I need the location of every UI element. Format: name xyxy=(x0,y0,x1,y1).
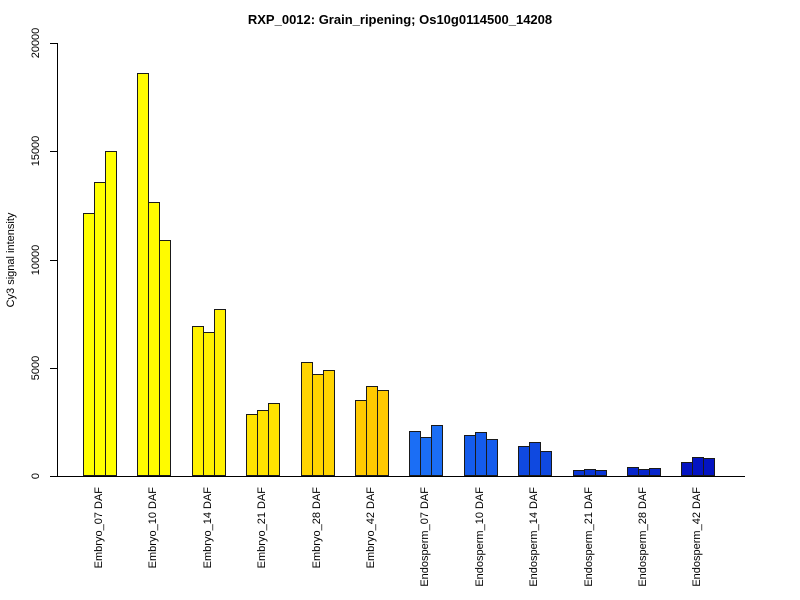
x-tick-label: Embryo_14 DAF xyxy=(201,487,214,569)
x-tick-label: Embryo_21 DAF xyxy=(256,487,269,569)
x-tick-label: Endosperm_28 DAF xyxy=(637,487,649,587)
bar xyxy=(322,370,335,476)
x-tick-label: Embryo_28 DAF xyxy=(310,487,323,569)
y-axis-tick xyxy=(50,259,57,261)
y-axis-tick xyxy=(50,367,57,369)
y-axis-tick xyxy=(50,151,57,153)
y-axis-line xyxy=(57,43,58,477)
bar xyxy=(485,439,498,476)
bar xyxy=(594,470,607,476)
y-axis-label: Cy3 signal intensity xyxy=(5,212,17,308)
y-axis-tick xyxy=(50,476,57,477)
x-tick-label: Endosperm_10 DAF xyxy=(473,487,486,587)
x-tick-label: Endosperm_21 DAF xyxy=(582,487,595,587)
bar xyxy=(703,458,716,476)
y-tick-label: 5000 xyxy=(30,355,42,380)
bar xyxy=(377,390,389,476)
bar xyxy=(213,309,226,476)
y-tick-label: 10000 xyxy=(30,244,42,275)
x-axis-line xyxy=(57,476,745,477)
bar xyxy=(268,403,281,476)
y-tick-label: 20000 xyxy=(30,27,42,59)
x-tick-label: Endosperm_07 DAF xyxy=(419,487,432,587)
y-axis-tick xyxy=(50,43,57,44)
bar xyxy=(431,425,444,476)
x-tick-label: Embryo_10 DAF xyxy=(147,487,160,569)
bar xyxy=(105,151,117,476)
y-tick-label: 0 xyxy=(30,472,42,480)
y-tick-label: 15000 xyxy=(30,135,42,167)
x-tick-label: Embryo_07 DAF xyxy=(93,487,105,569)
x-tick-label: Endosperm_14 DAF xyxy=(528,487,541,587)
x-tick-label: Endosperm_42 DAF xyxy=(691,487,704,587)
chart-title: RXP_0012: Grain_ripening; Os10g0114500_1… xyxy=(247,12,553,27)
bar xyxy=(649,468,661,476)
x-tick-label: Embryo_42 DAF xyxy=(365,487,377,569)
bar xyxy=(159,240,172,476)
bar xyxy=(540,451,553,476)
